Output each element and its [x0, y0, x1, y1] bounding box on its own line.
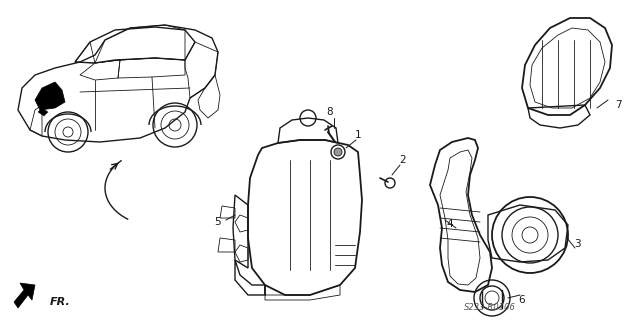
- Text: 5: 5: [215, 217, 221, 227]
- Polygon shape: [38, 108, 48, 116]
- Text: FR.: FR.: [50, 297, 71, 307]
- Text: 4: 4: [447, 219, 453, 229]
- Text: S233-R0106: S233-R0106: [464, 303, 516, 313]
- Polygon shape: [35, 82, 65, 110]
- Text: 8: 8: [327, 107, 333, 117]
- Polygon shape: [14, 283, 35, 308]
- Text: 7: 7: [615, 100, 621, 110]
- Text: 6: 6: [519, 295, 526, 305]
- Circle shape: [334, 148, 342, 156]
- Text: 2: 2: [399, 155, 406, 165]
- Text: 1: 1: [354, 130, 361, 140]
- Text: 3: 3: [574, 239, 580, 249]
